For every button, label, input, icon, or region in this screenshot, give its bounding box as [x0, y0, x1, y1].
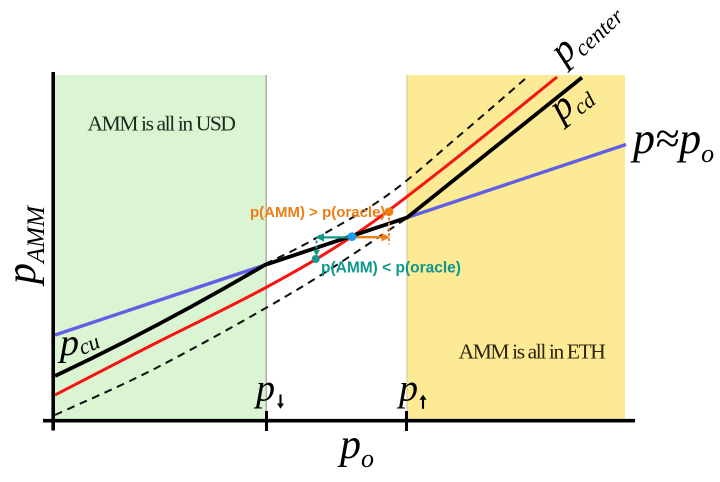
svg-text:p: p [57, 322, 79, 364]
svg-text:p≈po: p≈po [630, 114, 714, 168]
svg-text:p: p [396, 368, 418, 410]
svg-text:p(AMM) > p(oracle): p(AMM) > p(oracle) [250, 204, 385, 221]
svg-text:p(AMM) < p(oracle): p(AMM) < p(oracle) [321, 260, 461, 277]
svg-text:po: po [337, 422, 374, 473]
svg-text:p: p [253, 368, 275, 410]
svg-text:AMM is all in USD: AMM is all in USD [87, 112, 235, 136]
svg-text:AMM is all in ETH: AMM is all in ETH [459, 340, 606, 364]
